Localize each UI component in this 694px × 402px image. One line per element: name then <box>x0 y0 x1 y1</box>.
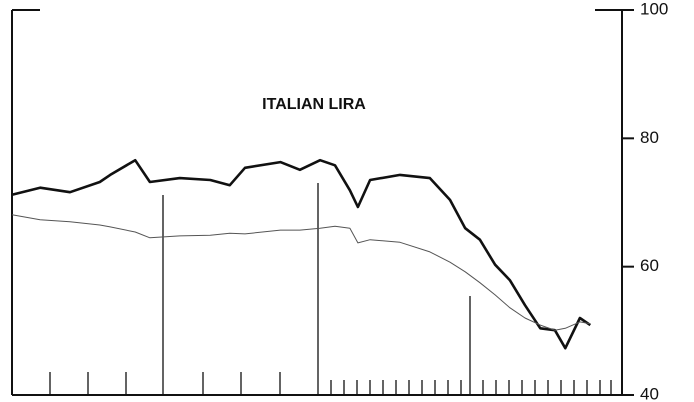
decorations <box>49 183 612 395</box>
y-tick-label: 60 <box>640 256 659 275</box>
y-tick-label: 80 <box>640 128 659 147</box>
line-series <box>11 214 591 331</box>
chart-title: ITALIAN LIRA <box>262 96 366 113</box>
y-tick-label: 40 <box>640 384 659 402</box>
line-series <box>11 158 592 350</box>
y-tick-label: 100 <box>640 0 668 18</box>
frame <box>11 9 623 396</box>
